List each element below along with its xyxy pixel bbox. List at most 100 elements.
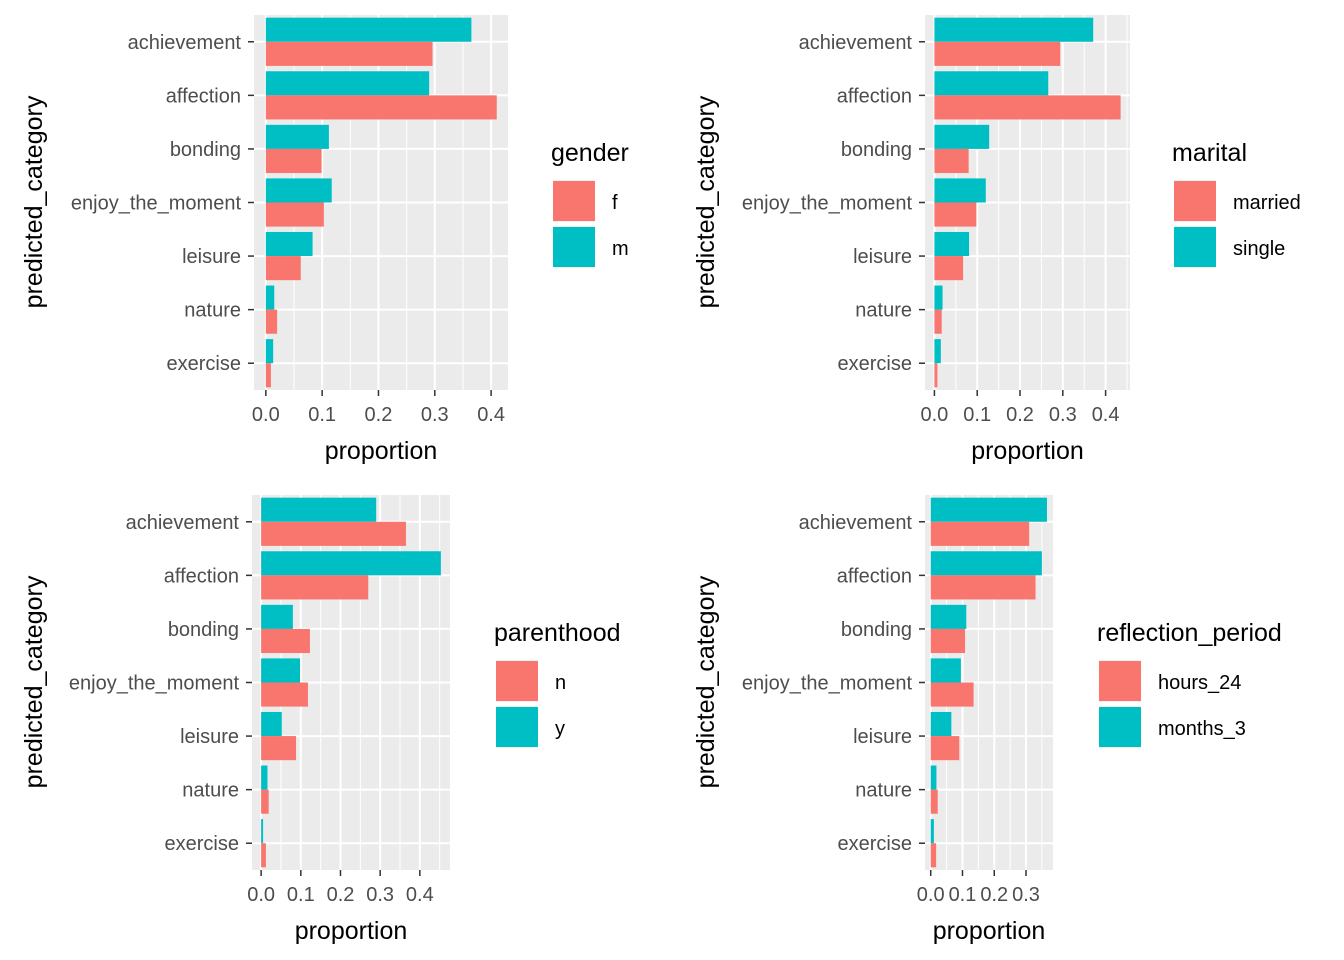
bar-n-exercise bbox=[261, 843, 266, 868]
bar-y-nature bbox=[261, 765, 268, 790]
bar-y-achievement bbox=[261, 497, 377, 522]
legend: reflection_period hours_24 months_3 bbox=[1097, 619, 1282, 748]
bar-m-exercise bbox=[265, 339, 274, 364]
bar-y-affection bbox=[261, 551, 441, 576]
y-tick-label: exercise bbox=[838, 353, 912, 375]
legend-key-n bbox=[496, 661, 538, 701]
x-tick-label: 0.3 bbox=[1012, 884, 1040, 906]
bar-n-leisure bbox=[261, 736, 297, 761]
bar-n-bonding bbox=[261, 628, 310, 654]
x-tick-label: 0.0 bbox=[921, 404, 949, 426]
legend-label: n bbox=[555, 672, 566, 694]
bar-m-leisure bbox=[265, 231, 313, 257]
x-tick-label: 0.1 bbox=[949, 884, 977, 906]
legend-title: gender bbox=[551, 139, 629, 167]
x-tick-label: 0.2 bbox=[1006, 404, 1034, 426]
y-tick-label: affection bbox=[164, 565, 239, 587]
x-tick-label: 0.2 bbox=[365, 404, 393, 426]
legend-key-single bbox=[1174, 227, 1216, 267]
bar-months_3-bonding bbox=[930, 604, 967, 629]
bar-married-nature bbox=[934, 309, 942, 334]
legend-label: m bbox=[612, 238, 629, 260]
bar-y-exercise bbox=[261, 819, 264, 844]
bar-hours_24-bonding bbox=[930, 628, 966, 654]
bar-m-achievement bbox=[265, 17, 472, 42]
legend-label: married bbox=[1233, 192, 1301, 214]
x-axis-title: proportion bbox=[295, 917, 408, 945]
legend-key-hours_24 bbox=[1099, 661, 1141, 701]
bar-married-bonding bbox=[934, 148, 969, 174]
y-tick-label: nature bbox=[855, 780, 912, 802]
chart-panel-4: achievement affection bonding enjoy_the_mom… bbox=[692, 495, 1282, 945]
x-tick-label: 0.1 bbox=[963, 404, 991, 426]
y-axis-title: predicted_category bbox=[692, 575, 720, 788]
bar-months_3-affection bbox=[930, 551, 1042, 576]
legend-key-months_3 bbox=[1099, 707, 1141, 747]
bar-y-enjoy_the_moment bbox=[261, 658, 301, 683]
bar-single-bonding bbox=[934, 124, 990, 149]
y-tick-label: leisure bbox=[180, 726, 239, 748]
legend-title: marital bbox=[1172, 139, 1247, 167]
bar-m-enjoy_the_moment bbox=[265, 178, 332, 203]
bar-single-leisure bbox=[934, 231, 970, 257]
y-tick-label: enjoy_the_moment bbox=[742, 673, 913, 695]
y-tick-label: bonding bbox=[170, 139, 241, 161]
bar-married-leisure bbox=[934, 256, 964, 281]
chart-panel-1: achievement affection bonding enjoy_the_mom… bbox=[20, 15, 629, 465]
legend-key-f bbox=[553, 181, 595, 221]
bar-single-exercise bbox=[934, 339, 941, 364]
bar-m-bonding bbox=[265, 124, 329, 149]
bar-f-enjoy_the_moment bbox=[265, 202, 324, 227]
y-tick-label: affection bbox=[166, 85, 241, 107]
y-tick-label: enjoy_the_moment bbox=[71, 193, 242, 215]
y-tick-label: nature bbox=[184, 300, 241, 322]
bar-m-affection bbox=[265, 71, 430, 96]
bar-m-nature bbox=[265, 285, 275, 310]
bar-single-affection bbox=[934, 71, 1049, 96]
x-tick-label: 0.0 bbox=[247, 884, 275, 906]
y-tick-label: achievement bbox=[126, 512, 240, 534]
y-tick-label: nature bbox=[855, 300, 912, 322]
y-axis-title: predicted_category bbox=[20, 95, 48, 308]
bar-hours_24-nature bbox=[930, 789, 938, 814]
bar-f-achievement bbox=[265, 41, 433, 66]
legend: gender f m bbox=[551, 139, 629, 268]
x-tick-label: 0.4 bbox=[477, 404, 505, 426]
y-tick-label: bonding bbox=[841, 619, 912, 641]
legend: marital married single bbox=[1172, 139, 1301, 268]
bar-single-enjoy_the_moment bbox=[934, 178, 986, 203]
bar-f-bonding bbox=[265, 148, 322, 174]
legend: parenthood n y bbox=[494, 619, 621, 748]
bar-single-achievement bbox=[934, 17, 1094, 42]
bar-f-exercise bbox=[265, 363, 271, 388]
bar-f-nature bbox=[265, 309, 278, 334]
y-tick-label: leisure bbox=[853, 726, 912, 748]
legend-label: single bbox=[1233, 238, 1285, 260]
bar-n-nature bbox=[261, 789, 269, 814]
y-axis-title: predicted_category bbox=[20, 575, 48, 788]
chart-panel-2: achievement affection bonding enjoy_the_mom… bbox=[692, 15, 1301, 465]
panels: achievement affection bonding enjoy_the_mom… bbox=[20, 15, 1301, 945]
bar-hours_24-achievement bbox=[930, 521, 1030, 546]
y-tick-label: enjoy_the_moment bbox=[742, 193, 913, 215]
bar-months_3-enjoy_the_moment bbox=[930, 658, 961, 683]
x-axis-title: proportion bbox=[933, 917, 1046, 945]
bar-f-affection bbox=[265, 95, 497, 120]
x-tick-label: 0.2 bbox=[980, 884, 1008, 906]
bar-y-leisure bbox=[261, 711, 282, 737]
x-tick-label: 0.3 bbox=[1049, 404, 1077, 426]
bar-married-exercise bbox=[934, 363, 938, 388]
bar-hours_24-leisure bbox=[930, 736, 960, 761]
bar-hours_24-enjoy_the_moment bbox=[930, 682, 974, 707]
legend-key-m bbox=[553, 227, 595, 267]
y-tick-label: enjoy_the_moment bbox=[69, 673, 240, 695]
chart-panel-3: achievement affection bonding enjoy_the_mom… bbox=[20, 495, 621, 945]
x-tick-label: 0.1 bbox=[287, 884, 315, 906]
x-axis-title: proportion bbox=[971, 437, 1084, 465]
y-tick-label: leisure bbox=[853, 246, 912, 268]
legend-title: parenthood bbox=[494, 619, 621, 647]
bar-n-enjoy_the_moment bbox=[261, 682, 308, 707]
y-tick-label: achievement bbox=[128, 32, 242, 54]
bar-hours_24-exercise bbox=[930, 843, 937, 868]
